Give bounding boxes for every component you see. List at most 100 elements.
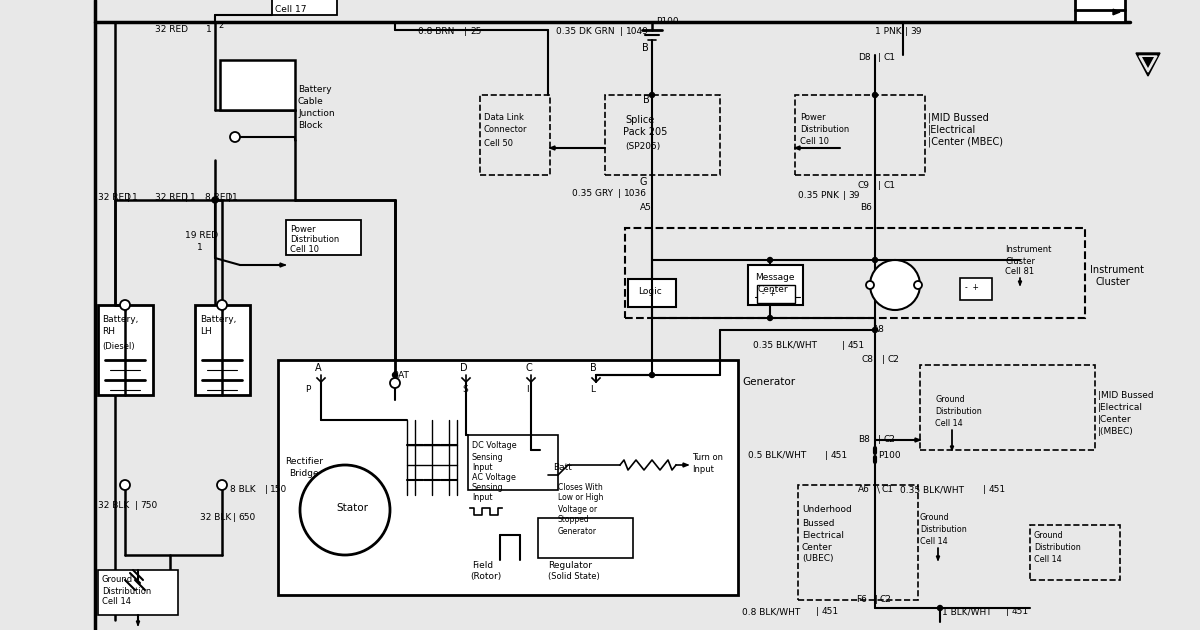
Text: Instrument: Instrument xyxy=(1006,246,1051,255)
Bar xyxy=(605,95,720,175)
Polygon shape xyxy=(1114,9,1120,14)
Text: C9: C9 xyxy=(858,181,870,190)
Text: A5: A5 xyxy=(640,203,652,212)
Polygon shape xyxy=(425,465,439,480)
Text: Distribution: Distribution xyxy=(1034,542,1081,551)
Text: Battery,: Battery, xyxy=(102,316,138,324)
Text: C2: C2 xyxy=(884,435,896,445)
Polygon shape xyxy=(1019,281,1021,285)
Text: Bussed: Bussed xyxy=(802,518,834,527)
Bar xyxy=(796,95,925,175)
Text: |: | xyxy=(620,28,623,37)
Text: 39: 39 xyxy=(910,28,922,37)
Text: |: | xyxy=(265,486,268,495)
Polygon shape xyxy=(916,438,920,442)
Text: P: P xyxy=(305,386,311,394)
Text: BAT: BAT xyxy=(392,370,409,379)
Text: 451: 451 xyxy=(830,450,848,459)
Text: C8: C8 xyxy=(862,355,874,365)
Circle shape xyxy=(872,328,877,333)
Text: L: L xyxy=(590,386,595,394)
Circle shape xyxy=(212,197,218,203)
Text: |: | xyxy=(905,28,908,37)
Text: 39: 39 xyxy=(848,190,859,200)
Text: |: | xyxy=(134,500,138,510)
Text: Instrument: Instrument xyxy=(1090,265,1144,275)
Text: |: | xyxy=(882,355,886,365)
Text: 0.5 BLK/WHT: 0.5 BLK/WHT xyxy=(748,450,806,459)
Polygon shape xyxy=(1136,53,1160,76)
Text: |: | xyxy=(878,435,881,445)
Polygon shape xyxy=(442,430,456,445)
Text: Distribution: Distribution xyxy=(102,587,151,595)
Text: Sensing: Sensing xyxy=(472,483,504,493)
Text: 32 RED: 32 RED xyxy=(155,193,188,202)
Text: |: | xyxy=(878,54,881,62)
Text: 650: 650 xyxy=(238,513,256,522)
Text: -  +: - + xyxy=(762,290,776,299)
Text: S: S xyxy=(462,386,468,394)
Text: -  +: - + xyxy=(965,284,979,292)
Text: 1036: 1036 xyxy=(624,188,647,197)
Text: Power: Power xyxy=(800,113,826,122)
Text: Sensing: Sensing xyxy=(472,452,504,462)
Bar xyxy=(286,220,361,255)
Text: Stator: Stator xyxy=(336,503,368,513)
Circle shape xyxy=(120,480,130,490)
Text: |Electrical: |Electrical xyxy=(1098,403,1142,411)
Polygon shape xyxy=(1142,57,1154,68)
Text: Logic: Logic xyxy=(638,287,661,295)
Text: 2: 2 xyxy=(218,21,223,30)
Text: 0.8 BRN: 0.8 BRN xyxy=(418,28,455,37)
Polygon shape xyxy=(280,263,286,267)
Text: Battery: Battery xyxy=(298,86,331,94)
Text: 1: 1 xyxy=(132,193,138,202)
Text: Cable: Cable xyxy=(298,98,324,106)
Text: |MID Bussed: |MID Bussed xyxy=(1098,391,1153,399)
Bar xyxy=(538,518,634,558)
Text: Underhood: Underhood xyxy=(802,505,852,515)
Text: (Diesel): (Diesel) xyxy=(102,341,134,350)
Text: 0.35 PNK: 0.35 PNK xyxy=(798,190,839,200)
Text: |MID Bussed: |MID Bussed xyxy=(928,113,989,123)
Text: DC Voltage: DC Voltage xyxy=(472,440,517,449)
Text: 1: 1 xyxy=(197,244,203,253)
Text: 19 RED: 19 RED xyxy=(185,231,218,239)
Text: Splice: Splice xyxy=(625,115,654,125)
Text: 0.35 BLK/WHT: 0.35 BLK/WHT xyxy=(900,486,964,495)
Bar xyxy=(278,360,738,595)
Text: 1: 1 xyxy=(190,193,196,202)
Text: 8 BLK: 8 BLK xyxy=(230,486,256,495)
Text: Cell 14: Cell 14 xyxy=(1034,554,1062,563)
Text: 451: 451 xyxy=(822,607,839,617)
Text: B: B xyxy=(643,95,649,105)
Text: Junction: Junction xyxy=(298,110,335,118)
Bar xyxy=(1075,0,1126,22)
Text: 1 BLK/WHT: 1 BLK/WHT xyxy=(942,607,991,617)
Text: 451: 451 xyxy=(848,340,865,350)
Text: Ground: Ground xyxy=(935,396,965,404)
Polygon shape xyxy=(408,465,422,480)
Text: Cell 14: Cell 14 xyxy=(935,420,962,428)
Text: |: | xyxy=(1006,607,1009,617)
Text: |: | xyxy=(228,193,230,202)
Text: A: A xyxy=(314,363,322,373)
Text: Input: Input xyxy=(692,466,714,474)
Text: 8 RED: 8 RED xyxy=(205,193,233,202)
Circle shape xyxy=(872,258,877,263)
Bar xyxy=(98,570,178,615)
Text: G: G xyxy=(640,177,648,187)
Text: |: | xyxy=(816,607,818,617)
Text: Connector: Connector xyxy=(484,125,528,134)
Bar xyxy=(960,278,992,300)
Text: |: | xyxy=(464,28,467,37)
Text: Cluster: Cluster xyxy=(1096,277,1129,287)
Text: |: | xyxy=(233,513,236,522)
Text: B8: B8 xyxy=(858,435,870,445)
Circle shape xyxy=(937,605,942,610)
Circle shape xyxy=(120,300,130,310)
Circle shape xyxy=(872,93,877,98)
Text: |: | xyxy=(618,188,622,197)
Polygon shape xyxy=(936,556,940,560)
Text: 1 PNK: 1 PNK xyxy=(875,28,901,37)
